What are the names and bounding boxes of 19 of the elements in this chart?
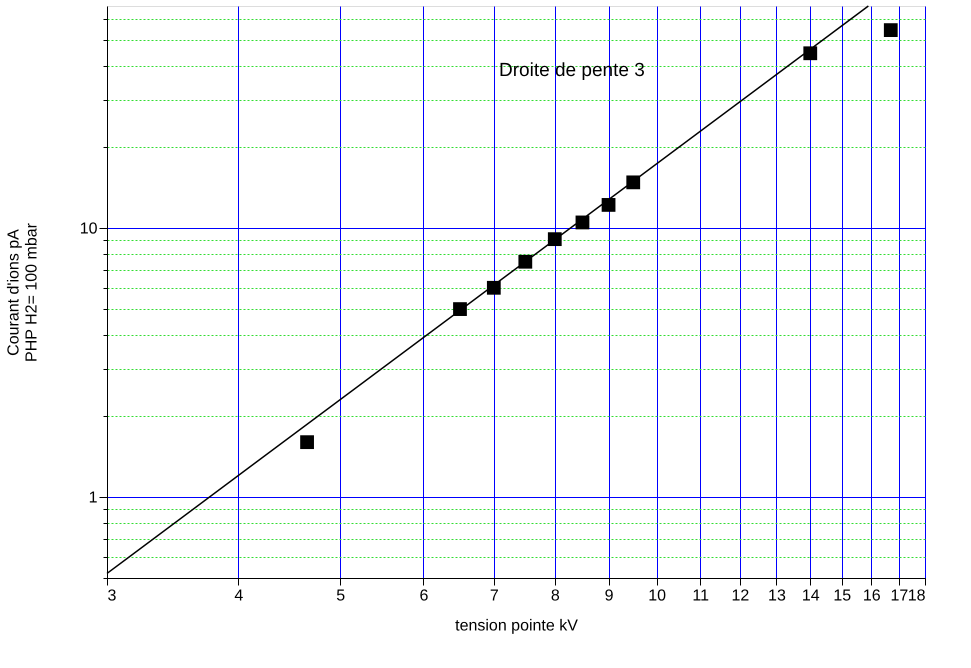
x-tick-label: 8 bbox=[550, 588, 560, 604]
x-tick-label: 6 bbox=[419, 588, 428, 604]
y-axis-title: Courant d'ions pA PHP H2= 100 mbar bbox=[6, 222, 41, 362]
x-tick-label: 13 bbox=[768, 588, 786, 604]
x-tick-label: 12 bbox=[731, 588, 750, 604]
x-tick-label: 17 bbox=[890, 588, 908, 604]
x-tick-label: 10 bbox=[648, 588, 666, 604]
x-tick-label: 5 bbox=[336, 588, 346, 604]
x-tick-label: 3 bbox=[108, 588, 116, 604]
x-tick-label: 15 bbox=[833, 588, 852, 604]
x-tick-label: 14 bbox=[802, 588, 820, 604]
x-tick-label: 16 bbox=[862, 588, 881, 604]
x-tick-label: 18 bbox=[908, 588, 926, 604]
x-tick-label: 9 bbox=[604, 588, 614, 604]
x-tick-label: 4 bbox=[234, 588, 244, 604]
x-tick-label: 11 bbox=[692, 588, 710, 604]
x-tick-label: 7 bbox=[490, 588, 499, 604]
x-axis-title: tension pointe kV bbox=[455, 618, 578, 634]
y-tick-label: 1 bbox=[88, 490, 98, 507]
